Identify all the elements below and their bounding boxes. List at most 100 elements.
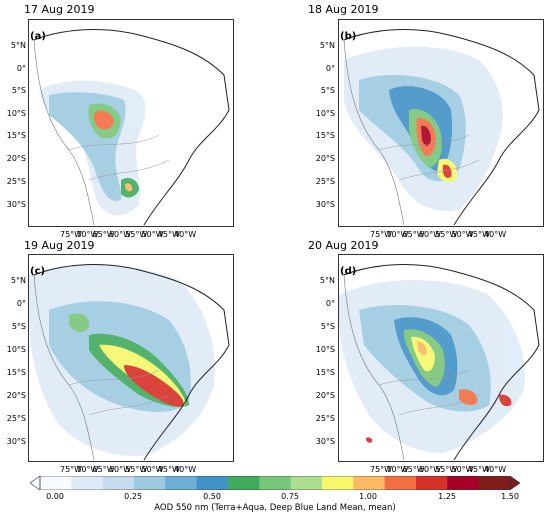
lon-label: 50°W [451,465,474,474]
colorbar-cell [478,476,511,490]
lat-label: 20°S [6,391,26,400]
lat-label: 5°S [320,86,335,95]
lat-label: 10°S [315,109,335,118]
lon-label: 65°W [402,230,425,239]
lon-label: 40°W [174,465,197,474]
lon-label: 45°W [467,465,490,474]
colorbar-tick: 0.00 [46,492,64,501]
colorbar-cell [322,476,354,490]
lon-label: 65°W [92,230,115,239]
lat-label: 30°S [315,200,335,209]
lon-label: 60°W [108,230,131,239]
lat-label: 15°S [315,131,335,140]
lon-label: 70°W [386,230,409,239]
panel-d-map-svg [339,264,540,461]
colorbar-tick: 0.75 [281,492,299,501]
lat-label: 30°S [315,437,335,446]
lon-label: 70°W [76,465,99,474]
panel-c-map-svg [29,264,230,461]
lat-label: 5°N [10,41,26,50]
lon-label: 55°W [435,230,458,239]
lon-label: 55°W [435,465,458,474]
lat-label: 10°S [6,345,26,354]
panel-a-map-svg [33,29,230,226]
lat-label: 30°S [6,437,26,446]
lat-label: 10°S [6,109,26,118]
colorbar-cell [447,476,480,490]
colorbar-label: AOD 550 nm (Terra+Aqua, Deep Blue Land M… [154,503,396,513]
panel-a-tag: (a) [30,31,46,42]
lat-label: 20°S [315,154,335,163]
colorbar-tick: 1.00 [359,492,377,501]
panel-b-map [338,19,544,227]
lon-label: 70°W [386,465,409,474]
panel-b-title: 18 Aug 2019 [308,3,379,16]
panel-a-map [28,19,234,227]
lon-label: 50°W [451,230,474,239]
panel-b-tag: (b) [340,31,357,42]
panel-d-map [338,254,544,462]
lat-label: 5°N [10,276,26,285]
lon-label: 75°W [370,230,393,239]
lon-label: 40°W [484,465,507,474]
lon-label: 60°W [418,230,441,239]
colorbar-tick: 1.50 [501,492,519,501]
lon-label: 45°W [157,465,180,474]
lon-label: 70°W [76,230,99,239]
lat-label: 15°S [315,368,335,377]
lat-label: 10°S [315,345,335,354]
colorbar-cell [259,476,292,490]
lat-label: 20°S [6,154,26,163]
panel-c-map [28,254,234,462]
panel-b-lon-labels: 75°W70°W65°W60°W55°W50°W45°W40°W [370,230,507,239]
lat-label: 0° [16,64,26,73]
lat-label: 15°S [6,131,26,140]
colorbar-cell [134,476,166,490]
lat-label: 25°S [6,177,26,186]
lon-label: 60°W [108,465,131,474]
panel-c-lon-labels: 75°W70°W65°W60°W55°W50°W45°W40°W [60,465,197,474]
lon-label: 75°W [60,230,83,239]
lon-label: 40°W [174,230,197,239]
panel-c-title: 19 Aug 2019 [24,239,95,252]
lat-label: 25°S [315,177,335,186]
colorbar-cell [102,476,135,490]
colorbar-cell [416,476,448,490]
colorbar-cell [165,476,198,490]
panel-d-title: 20 Aug 2019 [308,239,379,252]
lat-label: 20°S [315,391,335,400]
lon-label: 50°W [141,465,164,474]
colorbar-cell [353,476,386,490]
panel-d-lon-labels: 75°W70°W65°W60°W55°W50°W45°W40°W [370,465,507,474]
colorbar-cell [228,476,260,490]
colorbar-cell [196,476,229,490]
colorbar-tick: 0.50 [203,492,221,501]
colorbar-cell [384,476,417,490]
lat-label: 15°S [6,368,26,377]
colorbar-cell [71,476,104,490]
lat-label: 5°S [11,322,26,331]
lat-label: 30°S [6,200,26,209]
colorbar-tick: 0.25 [124,492,142,501]
panel-d-tag: (d) [340,266,357,277]
lon-label: 60°W [418,465,441,474]
lat-label: 25°S [315,414,335,423]
lat-label: 5°S [320,322,335,331]
colorbar-tick: 1.25 [438,492,456,501]
lon-label: 45°W [157,230,180,239]
lon-label: 55°W [125,465,148,474]
lat-label: 5°S [11,86,26,95]
lat-label: 0° [325,299,335,308]
colorbar-gradient [30,476,520,490]
panel-b-map-svg [343,29,540,226]
colorbar-cell [290,476,323,490]
colorbar-cell [40,476,72,490]
lat-label: 0° [325,64,335,73]
panel-c-tag: (c) [30,266,46,277]
lat-label: 25°S [6,414,26,423]
lon-label: 40°W [484,230,507,239]
lon-label: 75°W [370,465,393,474]
panel-a-title: 17 Aug 2019 [24,3,95,16]
lat-label: 0° [16,299,26,308]
lon-label: 65°W [402,465,425,474]
